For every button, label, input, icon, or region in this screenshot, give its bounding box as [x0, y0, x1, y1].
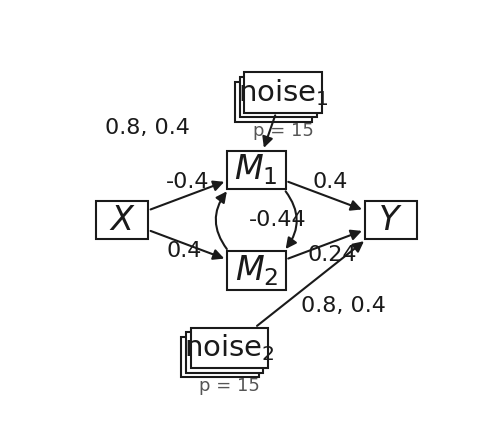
Text: 0.24: 0.24 [307, 245, 356, 266]
Bar [240, 77, 317, 117]
Bar [235, 82, 312, 122]
Text: 0.4: 0.4 [166, 241, 202, 261]
Text: noise$_1$: noise$_1$ [238, 77, 328, 108]
Bar [182, 337, 258, 377]
Text: p = 15: p = 15 [199, 377, 260, 395]
Text: noise$_2$: noise$_2$ [184, 332, 274, 363]
FancyArrowPatch shape [216, 193, 227, 249]
Text: $M_1$: $M_1$ [234, 153, 278, 187]
Text: $Y$: $Y$ [378, 204, 403, 237]
Bar [191, 327, 268, 368]
Text: 0.4: 0.4 [312, 172, 348, 191]
Text: 0.8, 0.4: 0.8, 0.4 [301, 296, 386, 316]
Text: p = 15: p = 15 [252, 122, 314, 140]
Bar [96, 201, 148, 239]
Text: $X$: $X$ [108, 204, 136, 237]
Bar [227, 150, 286, 189]
Bar [186, 332, 264, 373]
Text: $M_2$: $M_2$ [234, 253, 278, 288]
Text: 0.8, 0.4: 0.8, 0.4 [104, 118, 190, 138]
Bar [227, 251, 286, 290]
FancyArrowPatch shape [286, 191, 296, 247]
Bar [244, 72, 322, 113]
Text: -0.4: -0.4 [166, 172, 209, 191]
Text: -0.44: -0.44 [250, 210, 307, 230]
Bar [364, 201, 416, 239]
